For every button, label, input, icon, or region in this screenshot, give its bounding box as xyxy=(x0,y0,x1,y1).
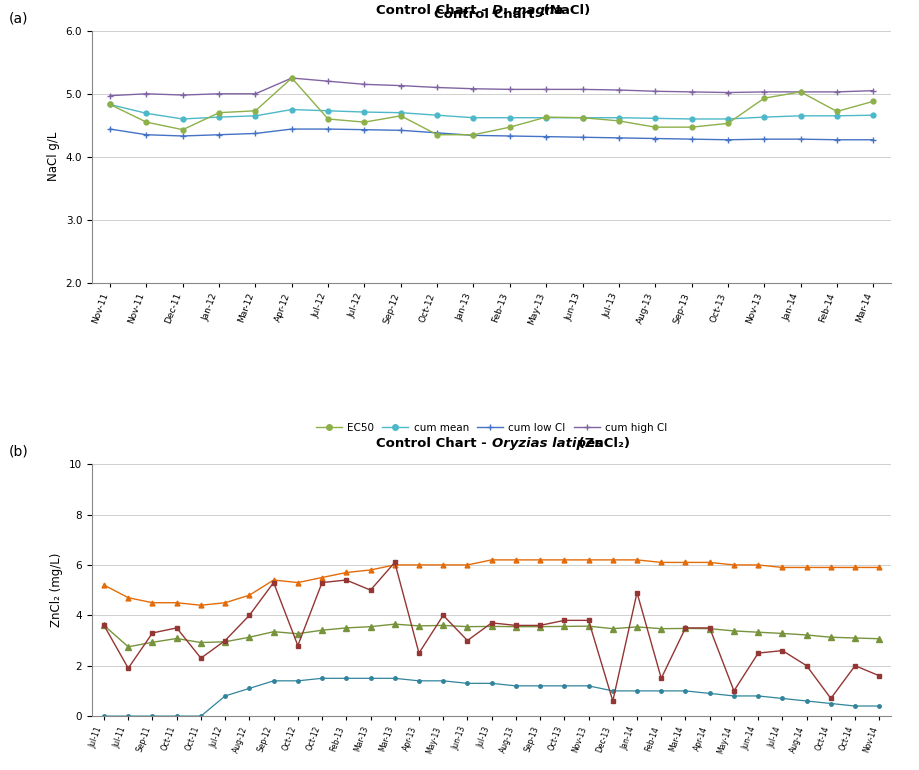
Legend: EC50, cum mean, cum low CI, cum high CI: EC50, cum mean, cum low CI, cum high CI xyxy=(312,419,672,437)
Text: (NaCl): (NaCl) xyxy=(539,4,591,17)
Text: (b): (b) xyxy=(9,445,28,459)
Text: Control Chart -: Control Chart - xyxy=(434,8,550,21)
Y-axis label: NaCl g/L: NaCl g/L xyxy=(47,132,60,182)
Text: Control Chart -: Control Chart - xyxy=(376,4,492,17)
Y-axis label: ZnCl₂ (mg/L): ZnCl₂ (mg/L) xyxy=(51,553,63,628)
Text: Oryzias latipes: Oryzias latipes xyxy=(492,437,603,450)
Text: (ZnCl₂): (ZnCl₂) xyxy=(574,437,630,450)
Text: (a): (a) xyxy=(9,12,28,25)
Text: Control Chart -: Control Chart - xyxy=(376,437,492,450)
Text: D. magna: D. magna xyxy=(492,4,563,17)
